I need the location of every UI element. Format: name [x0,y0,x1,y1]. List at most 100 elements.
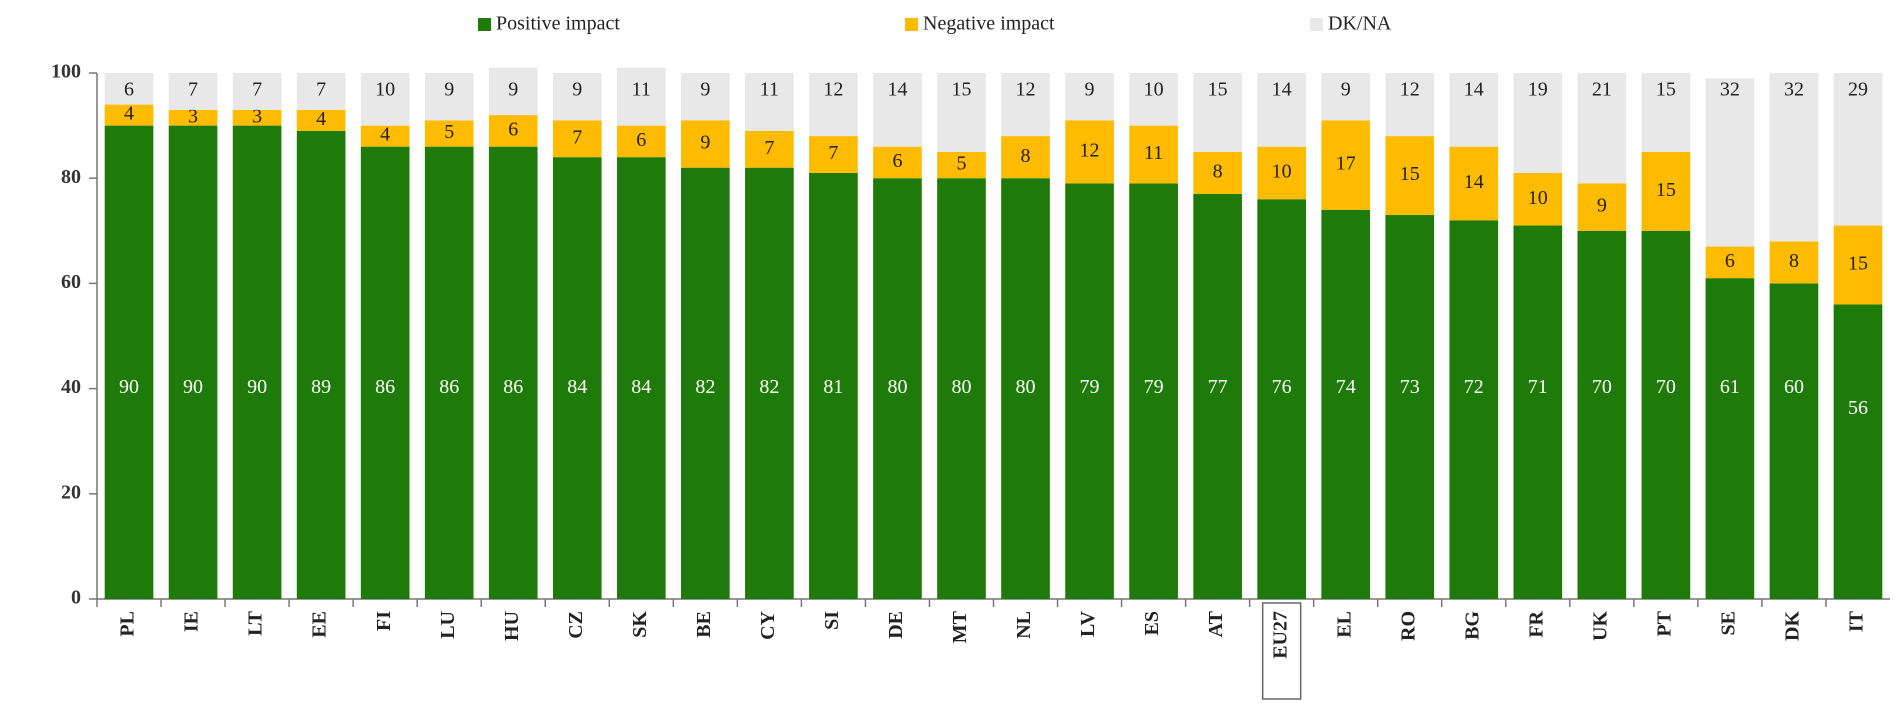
data-label: 15 [1400,163,1420,185]
data-label: 7 [316,79,326,101]
bar-segment [1833,304,1883,599]
data-label: 90 [183,376,203,398]
bar-segment [1513,73,1563,173]
legend-swatch [905,18,918,31]
bar-segment [1769,73,1819,242]
bar-segment [1449,220,1499,599]
bar-segment [488,67,538,116]
y-tick-label: 20 [61,481,81,503]
x-tick-label: HU [501,611,523,641]
data-label: 60 [1784,376,1804,398]
bar-segment [232,125,282,599]
bar-segment [937,178,986,599]
bar-segment [168,109,218,126]
data-label: 89 [311,376,331,398]
bar-segment [1641,73,1691,152]
bar-segment [1385,136,1435,216]
bar-segment [616,157,666,599]
bar-segment [424,146,474,599]
data-label: 10 [1528,187,1548,209]
data-label: 8 [1789,250,1799,272]
data-label: 9 [1085,79,1095,101]
bar-segment [552,73,602,121]
data-label: 10 [375,79,395,101]
bar-segment [1001,178,1050,599]
data-label: 9 [700,132,710,154]
x-tick-label: RO [1397,611,1419,641]
data-label: 12 [1016,79,1036,101]
bar-segment [296,130,346,600]
x-tick-label: DE [885,611,907,639]
bar-segment [1065,120,1114,184]
bar-segment [1129,73,1178,126]
bar-segment [360,73,410,126]
data-label: 9 [700,79,710,101]
data-label: 7 [764,137,774,159]
bar-segment [488,115,538,147]
data-label: 4 [316,108,326,130]
data-label: 90 [247,376,267,398]
data-label: 19 [1528,79,1548,101]
bar-segment [1577,230,1627,600]
data-label: 3 [188,105,198,127]
x-tick-label: AT [1205,610,1227,637]
bar-segment [1769,241,1819,284]
bar-segment [552,157,602,599]
data-label: 72 [1464,376,1484,398]
bar-segment [232,109,282,126]
bar-segment [1321,120,1371,210]
bar-segment [873,178,922,599]
bar-segment [1193,151,1242,194]
data-label: 8 [1213,161,1223,183]
x-tick-label: SI [821,611,843,630]
bar-segment [1257,146,1306,200]
bar-segment [745,167,794,599]
data-label: 32 [1720,79,1740,101]
bar-segment [1321,73,1371,121]
legend-swatch [478,18,491,31]
data-label: 11 [760,79,779,101]
data-label: 7 [572,126,582,148]
x-tick-label: EL [1333,611,1355,638]
bar-segment [1001,136,1050,179]
data-label: 15 [1656,79,1676,101]
data-label: 12 [1400,79,1420,101]
data-label: 9 [444,79,454,101]
data-label: 14 [1272,79,1292,101]
bar-segment [1065,183,1114,599]
data-label: 29 [1848,79,1868,101]
data-label: 82 [695,376,715,398]
x-tick-label: MT [949,610,971,643]
legend-label: Positive impact [496,13,620,35]
bar-segment [488,146,538,599]
bar-segment [745,73,794,131]
x-tick-label: FI [373,611,395,631]
bar-segment [809,136,858,173]
bar-segment [1577,73,1627,184]
bar-segment [296,109,346,131]
bar-segment [1257,73,1306,147]
data-label: 4 [124,103,134,125]
bar-segment [1833,225,1883,305]
data-label: 7 [188,79,198,101]
data-label: 6 [124,79,134,101]
bar-segment [168,125,218,599]
bar-segment [616,125,666,158]
x-tick-label: NL [1013,611,1035,639]
y-tick-label: 60 [61,271,81,293]
data-label: 70 [1592,376,1612,398]
bar-segment [1705,246,1755,279]
bar-segment [809,73,858,137]
data-label: 9 [1597,195,1607,217]
bar-segment [1705,278,1755,599]
data-label: 79 [1080,376,1100,398]
bar-segment [360,125,410,147]
y-tick-label: 100 [51,61,81,83]
x-tick-label: LT [245,610,267,636]
bar-segment [1385,215,1435,599]
y-tick-label: 80 [61,166,81,188]
x-tick-label: SE [1718,611,1740,635]
x-tick-label: IT [1846,610,1868,632]
bar-segment [1449,73,1499,147]
